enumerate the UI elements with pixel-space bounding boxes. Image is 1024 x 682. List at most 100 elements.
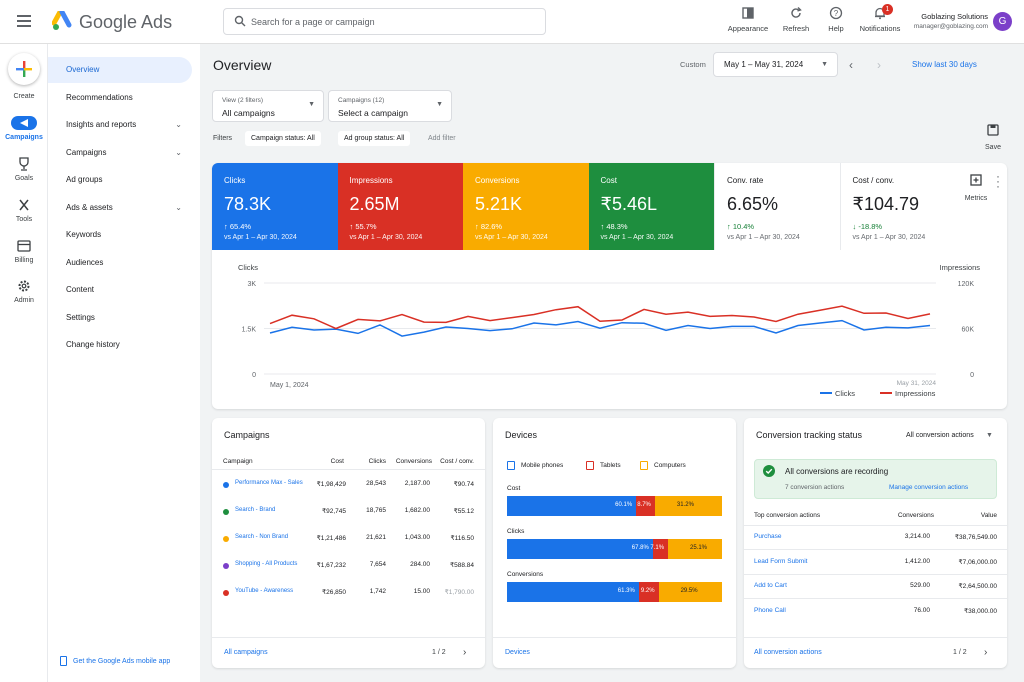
col-conv-value[interactable]: Value: [980, 512, 997, 519]
previous-period-icon[interactable]: ‹: [849, 58, 853, 72]
nav-item-0[interactable]: Overview: [48, 57, 192, 83]
device-bar-computer[interactable]: 29.5%: [658, 582, 722, 602]
metric-tile-5[interactable]: Cost / conv. ₹104.79 ↓ -18.8% vs Apr 1 – Ap…: [839, 163, 965, 250]
device-bar-mobile[interactable]: 60.1%: [507, 496, 637, 516]
device-bar-computer[interactable]: 31.2%: [654, 496, 722, 516]
conversion-action-link[interactable]: Purchase: [754, 533, 782, 540]
x-start-label: May 1, 2024: [270, 382, 309, 389]
all-conversion-actions-link[interactable]: All conversion actions: [754, 649, 822, 656]
rail-tools[interactable]: Tools: [0, 198, 48, 223]
mobile-app-link[interactable]: Get the Google Ads mobile app: [60, 656, 170, 666]
devices-link[interactable]: Devices: [505, 649, 530, 656]
nav-item-8[interactable]: Content: [48, 277, 192, 303]
divider: [493, 637, 736, 638]
rail-admin[interactable]: Admin: [0, 279, 48, 304]
campaigns-panel-title: Campaigns: [224, 430, 270, 440]
series-line-impressions[interactable]: [269, 305, 931, 330]
col-cost-per-conv[interactable]: Cost / conv.: [440, 458, 474, 465]
col-clicks[interactable]: Clicks: [368, 458, 386, 465]
notifications-button[interactable]: Notifications: [858, 6, 902, 36]
metric-tile-4[interactable]: Conv. rate 6.65% ↑ 10.4% vs Apr 1 – Apr 30,…: [714, 163, 840, 250]
device-bar-mobile[interactable]: 67.8%: [507, 539, 653, 559]
metric-tile-1[interactable]: Impressions 2.65M ↑ 55.7% vs Apr 1 – Apr 30…: [337, 163, 463, 250]
custom-label: Custom: [680, 60, 706, 69]
show-last-30-days-link[interactable]: Show last 30 days: [912, 60, 977, 69]
conversion-count: 3,214.00: [904, 533, 930, 540]
conversion-action-link[interactable]: Phone Call: [754, 606, 786, 614]
nav-item-2[interactable]: Insights and reports ⌄: [48, 112, 192, 138]
device-bar-tablet[interactable]: 7.1%: [650, 539, 669, 559]
metric-title: Conv. rate: [727, 176, 764, 185]
add-filter-button[interactable]: Add filter: [428, 135, 456, 142]
device-bar-computer[interactable]: 25.1%: [668, 539, 722, 559]
date-range-picker[interactable]: May 1 – May 31, 2024 ▼: [713, 52, 838, 77]
metric-tile-2[interactable]: Conversions 5.21K ↑ 82.6% vs Apr 1 – Apr 30…: [463, 163, 589, 250]
filter-chip-campaign-status[interactable]: Campaign status: All: [245, 131, 321, 146]
col-top-conversion-actions[interactable]: Top conversion actions: [754, 512, 821, 519]
search-box[interactable]: Search for a page or campaign: [223, 8, 546, 35]
col-cost[interactable]: Cost: [330, 458, 344, 465]
avatar[interactable]: G: [993, 12, 1012, 31]
view-select[interactable]: View (2 filters) All campaigns ▼: [212, 90, 324, 122]
metrics-button[interactable]: Metrics: [963, 173, 989, 202]
nav-item-9[interactable]: Settings: [48, 305, 192, 331]
rail-goals[interactable]: Goals: [0, 157, 48, 182]
top-bar: Google Ads Search for a page or campaign…: [0, 0, 1024, 44]
metric-tile-0[interactable]: Clicks 78.3K ↑ 65.4% vs Apr 1 – Apr 30, 202…: [212, 163, 338, 250]
mobile-app-label: Get the Google Ads mobile app: [73, 657, 171, 665]
notification-badge: 1: [882, 4, 893, 15]
metric-tile-3[interactable]: Cost ₹5.46L ↑ 48.3% vs Apr 1 – Apr 30, 2024: [588, 163, 714, 250]
device-bar-tablet[interactable]: 9.2%: [638, 582, 659, 602]
device-bar-tablet[interactable]: 8.7%: [636, 496, 655, 516]
nav-item-6[interactable]: Keywords: [48, 222, 192, 248]
campaign-name-link[interactable]: YouTube - Awareness: [235, 588, 294, 594]
campaign-name-link[interactable]: Shopping - All Products: [235, 561, 298, 567]
series-line-clicks[interactable]: [269, 319, 931, 337]
metric-delta: ↑ 55.7%: [349, 222, 377, 231]
nav-item-3[interactable]: Campaigns ⌄: [48, 140, 192, 166]
manage-conversion-actions-link[interactable]: Manage conversion actions: [889, 484, 969, 491]
all-campaigns-link[interactable]: All campaigns: [224, 649, 268, 656]
refresh-button[interactable]: Refresh: [780, 6, 812, 36]
filter-chip-ad-group-status[interactable]: Ad group status: All: [338, 131, 411, 146]
devices-panel-title: Devices: [505, 430, 538, 440]
nav-item-label: Recommendations: [66, 92, 133, 102]
view-select-value: All campaigns: [222, 108, 275, 118]
conversion-action-link[interactable]: Add to Cart: [754, 582, 787, 589]
device-bar-mobile[interactable]: 61.3%: [507, 582, 639, 602]
nav-item-4[interactable]: Ad groups: [48, 167, 192, 193]
menu-icon[interactable]: [17, 15, 31, 27]
conversion-actions-filter[interactable]: All conversion actions: [906, 432, 974, 439]
divider: [212, 637, 485, 638]
chevron-down-icon[interactable]: ▼: [986, 432, 993, 439]
col-conversions[interactable]: Conversions: [395, 458, 432, 465]
help-button[interactable]: ? Help: [824, 6, 848, 36]
campaign-select[interactable]: Campaigns (12) Select a campaign ▼: [328, 90, 452, 122]
account-email[interactable]: manager@goblazing.com: [913, 23, 988, 30]
nav-item-1[interactable]: Recommendations: [48, 85, 192, 111]
create-button[interactable]: [8, 53, 40, 85]
col-campaign[interactable]: Campaign: [223, 458, 253, 465]
next-period-icon[interactable]: ›: [877, 58, 881, 72]
save-button[interactable]: Save: [982, 123, 1004, 151]
next-page-icon[interactable]: ›: [463, 647, 467, 658]
col-conv-conversions[interactable]: Conversions: [897, 512, 934, 519]
more-options-icon[interactable]: · · ·: [996, 169, 1000, 193]
campaign-name-link[interactable]: Search - Brand: [235, 507, 276, 513]
rail-campaigns[interactable]: Campaigns: [0, 116, 48, 141]
y-left-tick: 0: [252, 372, 256, 379]
account-name[interactable]: Goblazing Solutions: [921, 12, 988, 21]
rail-billing[interactable]: Billing: [0, 239, 48, 264]
nav-item-10[interactable]: Change history: [48, 332, 192, 358]
conversion-action-link[interactable]: Lead Form Submit: [754, 557, 808, 565]
rail-create[interactable]: Create: [0, 89, 48, 100]
campaign-name-link[interactable]: Search - Non Brand: [235, 534, 289, 540]
nav-item-7[interactable]: Audiences: [48, 250, 192, 276]
help-label: Help: [828, 24, 844, 33]
nav-item-label: Keywords: [66, 230, 102, 239]
nav-item-5[interactable]: Ads & assets ⌄: [48, 195, 192, 221]
campaign-name-link[interactable]: Performance Max - Sales: [235, 480, 303, 486]
next-page-icon[interactable]: ›: [984, 647, 988, 658]
appearance-button[interactable]: Appearance: [727, 6, 769, 36]
google-ads-logo[interactable]: [52, 11, 74, 31]
